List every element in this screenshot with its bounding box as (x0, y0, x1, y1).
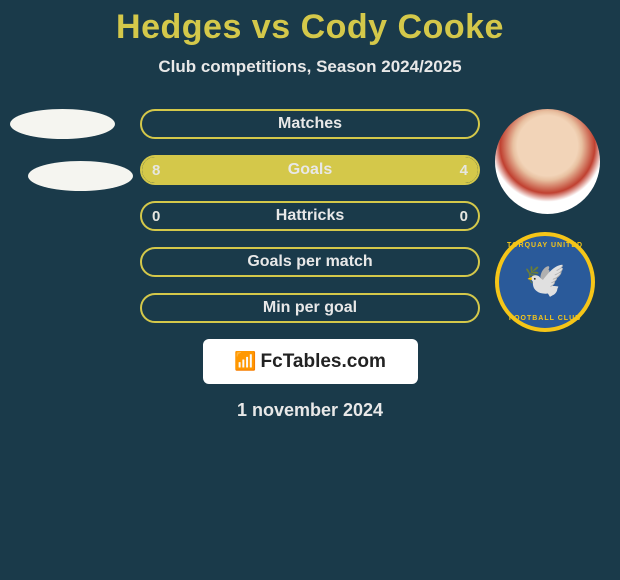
stat-value-left: 0 (152, 208, 160, 225)
stat-row: Goals 8 4 (140, 155, 480, 185)
player-right-club-badge: TORQUAY UNITED 🕊️ FOOTBALL CLUB (495, 232, 595, 332)
subtitle: Club competitions, Season 2024/2025 (0, 57, 620, 77)
stat-label: Min per goal (263, 299, 357, 317)
branding-box: 📶 FcTables.com (203, 339, 418, 384)
stat-value-right: 0 (460, 208, 468, 225)
stat-row: Goals per match (140, 247, 480, 277)
stat-rows: Matches Goals 8 4 Hattricks 0 0 Goals per match… (140, 109, 480, 323)
stat-row: Matches (140, 109, 480, 139)
stat-label: Goals per match (247, 253, 372, 271)
player-right-column: TORQUAY UNITED 🕊️ FOOTBALL CLUB (495, 109, 600, 332)
player-left-column (10, 109, 133, 213)
club-text-bottom: FOOTBALL CLUB (499, 315, 591, 322)
date-text: 1 november 2024 (0, 400, 620, 421)
club-text-top: TORQUAY UNITED (499, 242, 591, 249)
stat-label: Matches (278, 115, 342, 133)
stats-area: TORQUAY UNITED 🕊️ FOOTBALL CLUB Matches G… (0, 109, 620, 323)
player-left-avatar-placeholder (10, 109, 115, 139)
gull-icon: 🕊️ (524, 260, 566, 300)
comparison-card: Hedges vs Cody Cooke Club competitions, … (0, 0, 620, 421)
stat-label: Hattricks (276, 207, 344, 225)
page-title: Hedges vs Cody Cooke (0, 8, 620, 47)
stat-value-right: 4 (460, 162, 468, 179)
player-right-avatar (495, 109, 600, 214)
stat-row: Hattricks 0 0 (140, 201, 480, 231)
brand-text: FcTables.com (261, 351, 386, 373)
stat-label: Goals (288, 161, 332, 179)
player-left-club-placeholder (28, 161, 133, 191)
chart-icon: 📶 (234, 351, 256, 372)
stat-row: Min per goal (140, 293, 480, 323)
stat-value-left: 8 (152, 162, 160, 179)
